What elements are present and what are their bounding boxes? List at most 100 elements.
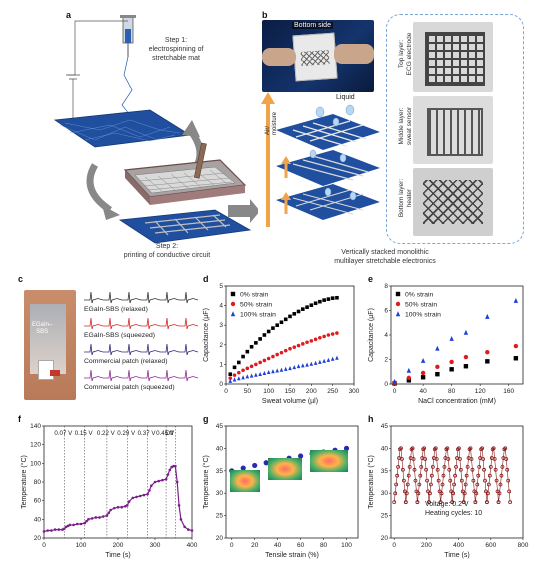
point-0-9	[266, 329, 271, 334]
x-tick-label: 50	[244, 388, 252, 395]
point-2-3	[435, 345, 440, 351]
panel-label-a: a	[66, 10, 72, 20]
point-1-20	[313, 337, 318, 342]
point-1-7	[258, 360, 262, 365]
voltage-label-1: 0.15 V	[75, 430, 94, 437]
air-moisture-label: Air/ moisture	[265, 111, 278, 135]
point-1-2	[420, 370, 426, 376]
point-2-0	[392, 378, 397, 384]
point-2-4	[449, 335, 454, 341]
y-tick-label: 20	[381, 535, 389, 542]
point-0-21	[318, 299, 322, 304]
point-1-21	[318, 335, 322, 340]
panel-b-caption: Vertically stacked monolithic multilayer…	[334, 249, 436, 265]
y-tick-label: 3	[219, 322, 223, 329]
x-tick-label: 300	[150, 542, 161, 549]
voltage-label-6: Off	[165, 430, 173, 437]
point-1-5	[463, 354, 469, 360]
point-1-11	[275, 352, 279, 357]
point-0-2	[420, 375, 426, 380]
ecg-trace-1	[84, 317, 199, 330]
point-0-0	[228, 372, 233, 376]
point-1-1	[406, 375, 412, 381]
panel-label-c: c	[18, 274, 24, 284]
point-1-22	[322, 334, 326, 339]
x-tick-label: 60	[297, 542, 305, 549]
point-2	[252, 462, 258, 469]
x-tick-label: 400	[187, 542, 198, 549]
x-axis-label: Tensile strain (%)	[265, 552, 319, 559]
step2-caption: Step 2: printing of conductive circuit	[123, 243, 211, 259]
point-0-7	[258, 337, 262, 341]
point-2-24	[330, 356, 335, 361]
voltage-label-3: 0.29 V	[117, 430, 136, 437]
y-tick-label: 35	[216, 468, 224, 475]
panel-a-schematic	[53, 15, 260, 244]
point-2-8	[262, 370, 267, 376]
panel-label-g: g	[203, 414, 209, 424]
layer-photos-box	[386, 14, 524, 244]
thermal-image-0	[230, 470, 260, 492]
legend-label-1: 50% strain	[240, 302, 272, 309]
point-2-14	[288, 366, 292, 371]
point-1-0	[228, 376, 233, 380]
point-0-5	[463, 364, 469, 369]
x-axis-label: Time (s)	[105, 552, 130, 559]
point-0-20	[313, 301, 318, 306]
point-0-12	[279, 320, 284, 325]
point-1-6	[254, 362, 258, 367]
bottom-layer-label: Bottom layer: heater	[398, 178, 413, 218]
x-tick-label: 160	[503, 388, 514, 395]
point-2-10	[271, 369, 275, 374]
wrist-photo	[24, 290, 76, 400]
point-0-1	[232, 365, 237, 370]
legend-marker-1	[230, 301, 236, 307]
top-layer-photo	[413, 22, 493, 92]
point-2-17	[301, 363, 305, 368]
point-0-7	[513, 356, 519, 361]
point-1-3	[241, 368, 245, 373]
panel-label-d: d	[203, 274, 209, 284]
point-1-23	[326, 333, 331, 337]
point-2-4	[245, 374, 250, 379]
x-tick-label: 200	[421, 542, 432, 549]
legend-label-0: 0% strain	[405, 292, 434, 299]
ecg-trace-3	[84, 369, 199, 382]
point-2-25	[335, 355, 339, 360]
legend-marker-2	[395, 311, 401, 317]
legend-marker-0	[230, 291, 236, 297]
y-tick-label: 5	[219, 283, 223, 290]
point-0-10	[271, 326, 275, 330]
x-tick-label: 0	[230, 542, 234, 549]
x-tick-label: 40	[274, 542, 282, 549]
point-0-5	[249, 344, 254, 349]
x-tick-label: 250	[327, 388, 338, 395]
x-tick-label: 0	[393, 388, 397, 395]
x-tick-label: 300	[349, 388, 360, 395]
chart-g: 0 20 40 60 80 100 20 25 30 35 40 45 Tensile strain (…	[202, 423, 359, 559]
y-tick-label: 30	[216, 490, 224, 497]
syringe-icon	[120, 15, 136, 57]
x-tick-label: 0	[42, 542, 46, 549]
top-layer-label: Top layer: ECG electrode	[398, 32, 413, 76]
point-0-15	[292, 312, 297, 316]
point-1-4	[245, 366, 250, 371]
point-1-8	[262, 358, 267, 363]
y-tick-label: 45	[216, 423, 224, 430]
panel-label-h: h	[368, 414, 374, 424]
y-tick-label: 120	[30, 442, 41, 449]
point-2-11	[275, 368, 279, 373]
point-1-17	[301, 342, 305, 346]
x-tick-label: 400	[453, 542, 464, 549]
temperature-line	[43, 465, 193, 533]
point-1-12	[279, 350, 284, 355]
plot-frame	[390, 425, 524, 539]
electrospun-mat	[53, 109, 192, 148]
point-1	[240, 465, 246, 471]
plot-frame	[225, 425, 359, 539]
middle-layer-photo	[413, 96, 493, 164]
point-0-19	[309, 303, 314, 308]
middle-layer-label: Middle layer: sweat sensor	[398, 106, 413, 146]
point-1-16	[296, 343, 301, 348]
x-tick-label: 150	[285, 388, 296, 395]
